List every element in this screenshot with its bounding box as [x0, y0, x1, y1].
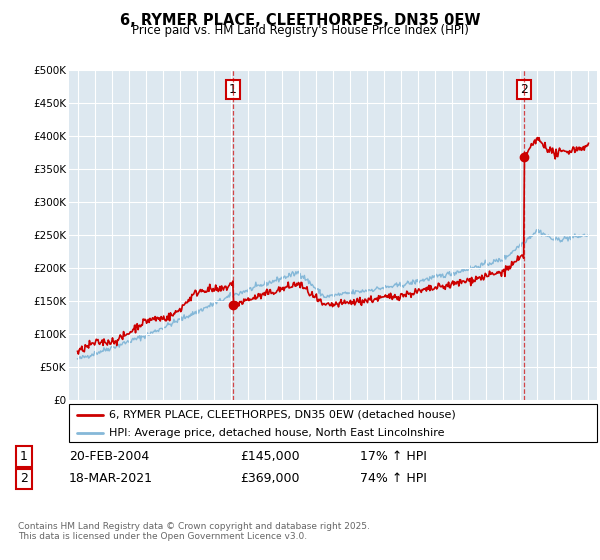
Text: Contains HM Land Registry data © Crown copyright and database right 2025.
This d: Contains HM Land Registry data © Crown c…	[18, 522, 370, 542]
Text: £369,000: £369,000	[240, 472, 299, 486]
Text: £145,000: £145,000	[240, 450, 299, 463]
Text: 74% ↑ HPI: 74% ↑ HPI	[360, 472, 427, 486]
Text: 17% ↑ HPI: 17% ↑ HPI	[360, 450, 427, 463]
Text: 1: 1	[229, 83, 237, 96]
Text: 1: 1	[20, 450, 28, 463]
Text: HPI: Average price, detached house, North East Lincolnshire: HPI: Average price, detached house, Nort…	[109, 428, 444, 438]
FancyBboxPatch shape	[69, 404, 597, 442]
Text: 20-FEB-2004: 20-FEB-2004	[69, 450, 149, 463]
Text: 6, RYMER PLACE, CLEETHORPES, DN35 0EW: 6, RYMER PLACE, CLEETHORPES, DN35 0EW	[120, 13, 480, 28]
Text: 2: 2	[520, 83, 528, 96]
Text: Price paid vs. HM Land Registry's House Price Index (HPI): Price paid vs. HM Land Registry's House …	[131, 24, 469, 37]
Text: 18-MAR-2021: 18-MAR-2021	[69, 472, 153, 486]
Text: 2: 2	[20, 472, 28, 486]
Text: 6, RYMER PLACE, CLEETHORPES, DN35 0EW (detached house): 6, RYMER PLACE, CLEETHORPES, DN35 0EW (d…	[109, 409, 455, 419]
